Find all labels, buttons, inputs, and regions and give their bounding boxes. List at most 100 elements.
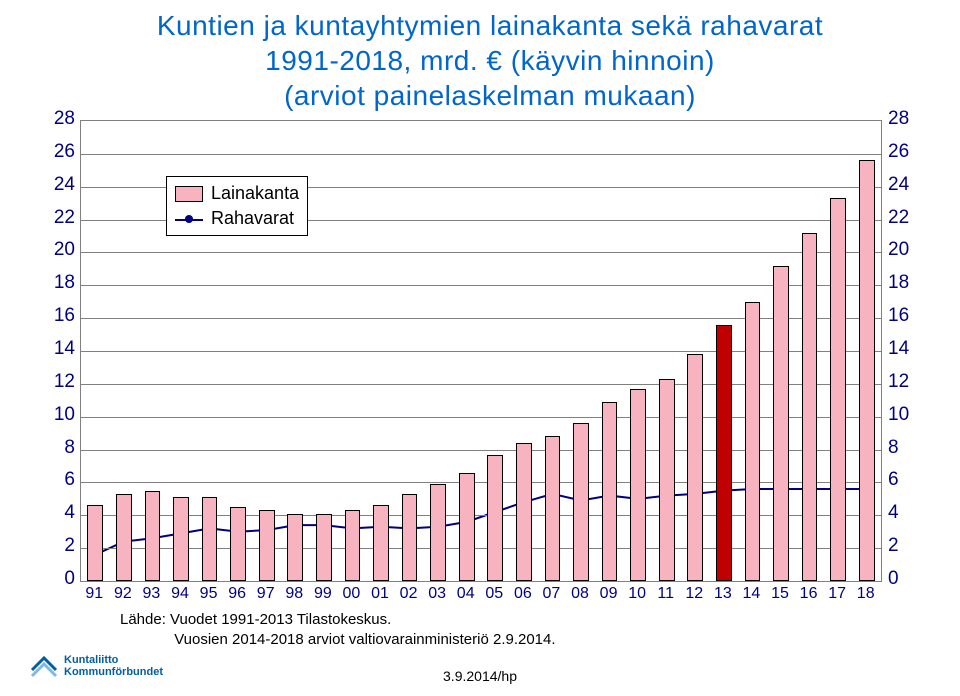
xtick: 16 [800, 585, 818, 603]
ytick-left: 22 [35, 207, 75, 229]
gridline [81, 384, 881, 385]
bar [859, 160, 875, 581]
ytick-right: 18 [888, 272, 928, 294]
xtick: 94 [171, 585, 189, 603]
bar [773, 266, 789, 581]
bar [430, 484, 446, 581]
legend-swatch-bar [175, 186, 203, 202]
plot-area: LainakantaRahavarat [80, 120, 882, 582]
ytick-left: 2 [35, 535, 75, 557]
legend-swatch-line [175, 212, 203, 226]
ytick-right: 2 [888, 535, 928, 557]
bar [545, 436, 561, 581]
source-text: Lähde: Vuodet 1991-2013 Tilastokeskus. V… [120, 610, 556, 649]
chart-container: LainakantaRahavarat 00224466881010121214… [40, 120, 920, 620]
ytick-right: 10 [888, 404, 928, 426]
bar [830, 198, 846, 581]
logo-line-1: Kuntaliitto [64, 654, 118, 666]
gridline [81, 285, 881, 286]
ytick-right: 0 [888, 568, 928, 590]
legend-label-line: Rahavarat [211, 208, 294, 229]
ytick-left: 14 [35, 338, 75, 360]
bar [402, 494, 418, 581]
gridline [81, 450, 881, 451]
bar [573, 423, 589, 581]
bar [259, 510, 275, 581]
xtick: 01 [371, 585, 389, 603]
xtick: 03 [428, 585, 446, 603]
ytick-right: 6 [888, 469, 928, 491]
ytick-left: 4 [35, 502, 75, 524]
ytick-left: 20 [35, 239, 75, 261]
bar [687, 354, 703, 581]
bar [173, 497, 189, 581]
xtick: 17 [828, 585, 846, 603]
bar [745, 302, 761, 581]
ytick-right: 12 [888, 371, 928, 393]
bar [345, 510, 361, 581]
bar [316, 514, 332, 581]
bar [659, 379, 675, 581]
ytick-left: 16 [35, 305, 75, 327]
xtick: 07 [543, 585, 561, 603]
bar [487, 455, 503, 582]
xtick: 97 [257, 585, 275, 603]
xtick: 02 [400, 585, 418, 603]
xtick: 13 [714, 585, 732, 603]
gridline [81, 482, 881, 483]
ytick-left: 26 [35, 141, 75, 163]
bar [716, 325, 732, 581]
gridline [81, 154, 881, 155]
xtick: 12 [685, 585, 703, 603]
xtick: 14 [743, 585, 761, 603]
gridline [81, 351, 881, 352]
chart-title: Kuntien ja kuntayhtymien lainakanta sekä… [60, 8, 920, 113]
footer-date: 3.9.2014/hp [443, 668, 517, 684]
ytick-left: 0 [35, 568, 75, 590]
ytick-right: 22 [888, 207, 928, 229]
ytick-right: 20 [888, 239, 928, 261]
xtick: 04 [457, 585, 475, 603]
bar [802, 233, 818, 581]
xtick: 06 [514, 585, 532, 603]
bar [87, 505, 103, 581]
ytick-right: 16 [888, 305, 928, 327]
source-line-1: Lähde: Vuodet 1991-2013 Tilastokeskus. [120, 611, 391, 628]
bar [287, 514, 303, 581]
xtick: 11 [657, 585, 674, 603]
logo-icon [30, 652, 58, 680]
bar [459, 473, 475, 581]
xtick: 10 [628, 585, 646, 603]
xtick: 09 [600, 585, 618, 603]
title-line-2: 1991-2018, mrd. € (käyvin hinnoin) [265, 45, 715, 76]
legend-row-bar: Lainakanta [175, 181, 299, 206]
bar [230, 507, 246, 581]
bar [516, 443, 532, 581]
xtick: 93 [143, 585, 161, 603]
xtick: 92 [114, 585, 132, 603]
ytick-right: 28 [888, 108, 928, 130]
ytick-left: 12 [35, 371, 75, 393]
ytick-left: 10 [35, 404, 75, 426]
xtick: 98 [285, 585, 303, 603]
logo-line-2: Kommunförbundet [64, 666, 163, 678]
gridline [81, 417, 881, 418]
logo-text: Kuntaliitto Kommunförbundet [64, 654, 163, 678]
xtick: 18 [857, 585, 875, 603]
ytick-left: 6 [35, 469, 75, 491]
source-line-2: Vuosien 2014-2018 arviot valtiovarainmin… [174, 631, 555, 648]
ytick-right: 14 [888, 338, 928, 360]
bar [116, 494, 132, 581]
xtick: 05 [485, 585, 503, 603]
ytick-right: 26 [888, 141, 928, 163]
ytick-right: 24 [888, 174, 928, 196]
xtick: 95 [200, 585, 218, 603]
bar [202, 497, 218, 581]
ytick-right: 4 [888, 502, 928, 524]
title-line-1: Kuntien ja kuntayhtymien lainakanta sekä… [157, 10, 823, 41]
xtick: 00 [343, 585, 361, 603]
logo: Kuntaliitto Kommunförbundet [30, 652, 163, 680]
xtick: 91 [85, 585, 103, 603]
ytick-left: 24 [35, 174, 75, 196]
ytick-left: 28 [35, 108, 75, 130]
